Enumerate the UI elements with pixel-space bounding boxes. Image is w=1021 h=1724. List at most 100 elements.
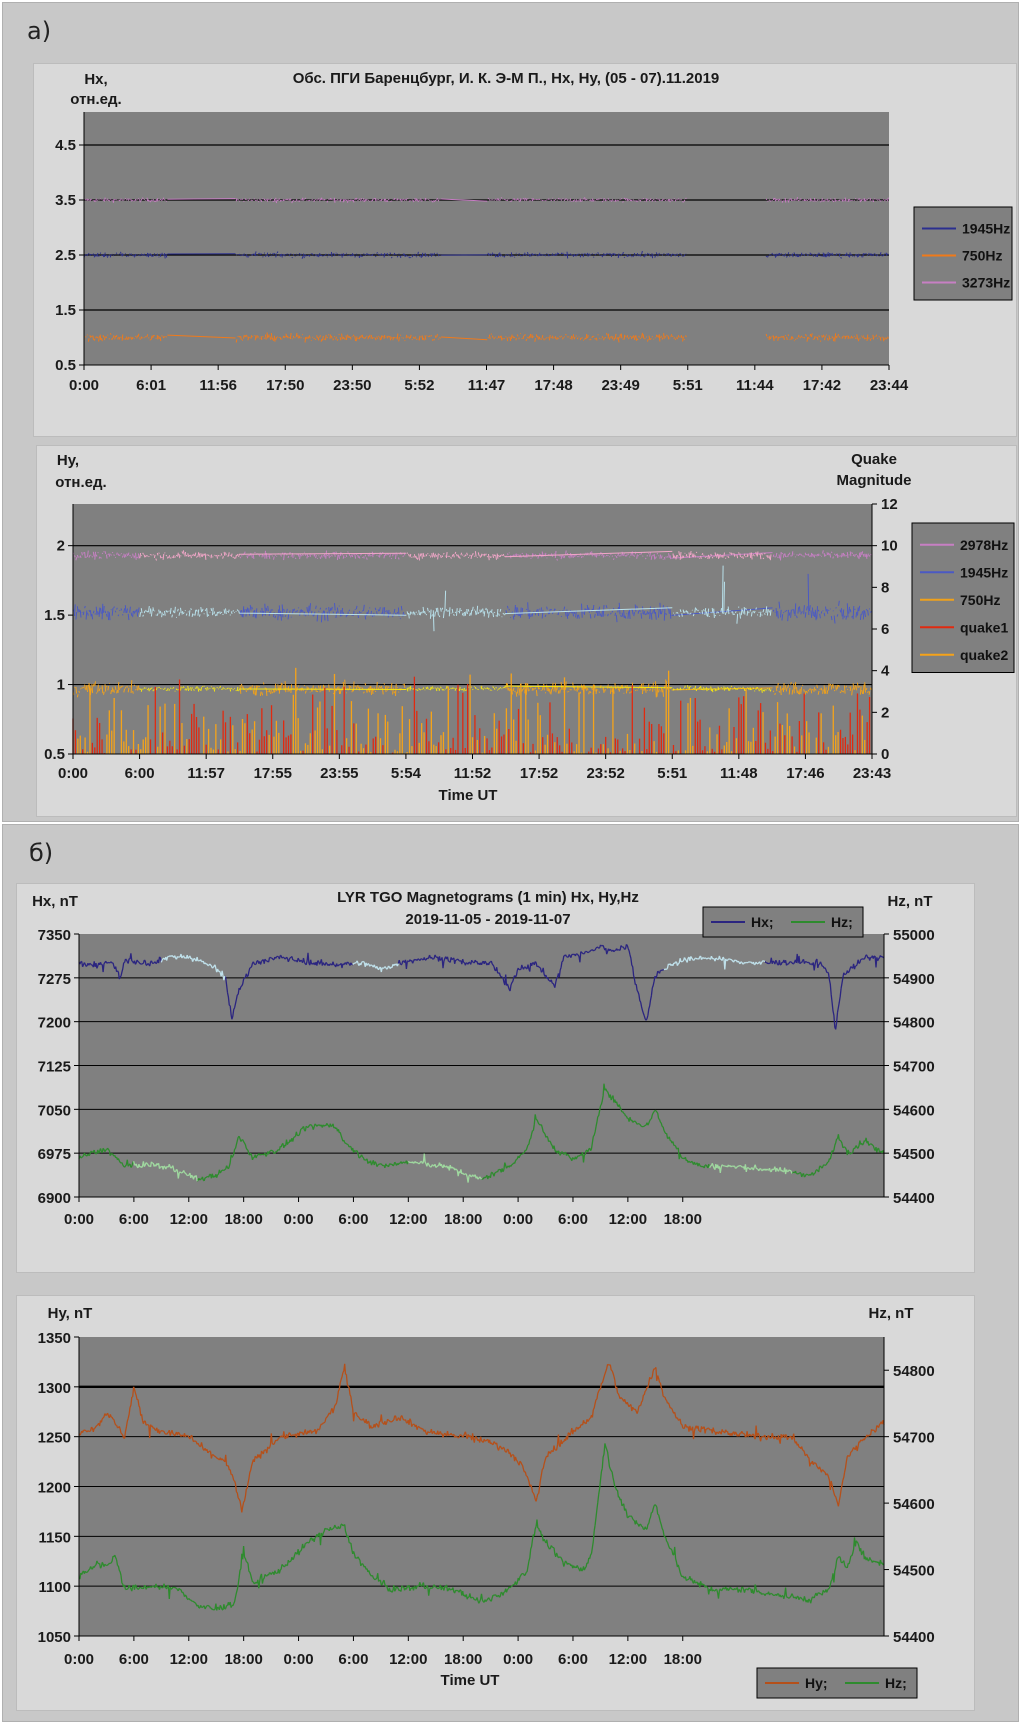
legend-box: [911, 522, 1015, 673]
x-tick-label: 11:52: [454, 765, 492, 782]
y2-tick-label: 54400: [893, 1190, 935, 1207]
legend-box: [913, 206, 1013, 301]
y-tick-label: 4.5: [55, 137, 76, 154]
y-tick-label: 1: [57, 677, 65, 694]
y2-axis-label: Hz, nT: [869, 1305, 914, 1322]
x-axis-label: Time UT: [439, 787, 498, 804]
x-tick-label: 11:57: [187, 765, 225, 782]
series-Hz-alt: [132, 1153, 793, 1183]
series-Hz: [78, 1083, 885, 1183]
x-tick-label: 18:00: [664, 1211, 702, 1228]
x-tick-label: 11:47: [468, 377, 506, 394]
x-tick-label: 17:52: [520, 765, 558, 782]
x-tick-label: 18:00: [664, 1651, 702, 1668]
x-tick-label: 6:00: [558, 1651, 588, 1668]
x-tick-label: 0:00: [58, 765, 88, 782]
x-tick-label: 0:00: [503, 1211, 533, 1228]
y-tick-label: 2: [57, 538, 65, 555]
y-tick-label: 1150: [38, 1529, 71, 1546]
y-axis-label: Hy, nT: [48, 1305, 93, 1322]
y-tick-label: 1100: [38, 1579, 71, 1596]
y2-tick-label: 12: [881, 496, 898, 513]
chart-c3: 6900 6975 7050 7125 7200 7275 7350 54400 54500 54…: [32, 889, 935, 1228]
x-tick-label: 23:44: [870, 377, 909, 394]
x-tick-label: 17:42: [803, 377, 841, 394]
y-tick-label: 1050: [38, 1629, 71, 1646]
y2-tick-label: 6: [881, 621, 889, 638]
chart-panel-c3: 6900 6975 7050 7125 7200 7275 7350 54400 54500 54…: [16, 883, 975, 1273]
x-tick-label: 23:55: [320, 765, 358, 782]
x-tick-label: 23:49: [601, 377, 639, 394]
y2-axis-label: Quake: [851, 451, 897, 468]
x-tick-label: 23:50: [333, 377, 371, 394]
quake-bars: [72, 667, 871, 754]
x-tick-label: 5:51: [657, 765, 687, 782]
series-750Hz: [72, 679, 872, 698]
legend-label: Hz;: [831, 914, 853, 930]
x-tick-label: 6:00: [119, 1651, 149, 1668]
y2-tick-label: 54700: [893, 1430, 935, 1447]
x-tick-label: 5:52: [404, 377, 434, 394]
chart-panel-c4: 1050 1100 1150 1200 1250 1300 1350 54400 54500 54…: [16, 1295, 975, 1711]
legend-label: 3273Hz: [962, 275, 1010, 291]
y-tick-label: 7125: [38, 1059, 71, 1076]
chart-panel-c1: 0.5 1.5 2.5 3.5 4.5 0:00 6:01 11:56 17:50 23:50 5:…: [33, 63, 1017, 437]
x-tick-label: 17:46: [786, 765, 824, 782]
y2-tick-label: 54500: [893, 1563, 935, 1580]
x-tick-label: 0:00: [69, 377, 99, 394]
x-tick-label: 6:00: [338, 1651, 368, 1668]
x-tick-label: 18:00: [444, 1651, 482, 1668]
x-tick-label: 0:00: [284, 1211, 314, 1228]
chart-c4: 1050 1100 1150 1200 1250 1300 1350 54400 54500 54…: [38, 1305, 935, 1699]
y-tick-label: 1.5: [55, 302, 76, 319]
y2-tick-label: 54600: [893, 1102, 935, 1119]
x-tick-label: 6:00: [119, 1211, 149, 1228]
legend-label: 750Hz: [962, 248, 1002, 264]
legend: Hx; Hz;: [702, 906, 864, 938]
legend-label: Hy;: [805, 1675, 828, 1691]
y-axis-label: Hy,: [57, 452, 79, 469]
y-tick-label: 1300: [38, 1380, 71, 1397]
series-750Hz-active: [139, 685, 772, 693]
y-axis-label: Hx, nT: [32, 893, 78, 910]
y2-axis-label: Hz, nT: [888, 893, 933, 910]
x-tick-label: 18:00: [224, 1651, 262, 1668]
x-tick-label: 12:00: [609, 1211, 647, 1228]
legend-label: 2978Hz: [960, 537, 1008, 553]
y2-tick-label: 54900: [893, 971, 935, 988]
legend-label: 1945Hz: [960, 564, 1008, 580]
y2-tick-label: 0: [881, 746, 889, 763]
y2-tick-label: 54600: [893, 1496, 935, 1513]
y2-tick-label: 54800: [893, 1015, 935, 1032]
y-axis-label: отн.ед.: [55, 474, 106, 491]
y2-tick-label: 2: [881, 704, 889, 721]
x-tick-label: 17:55: [254, 765, 292, 782]
y2-tick-label: 54400: [893, 1629, 935, 1646]
y-axis-label: Hx,: [84, 71, 107, 88]
chart-c2: 0.5 1 1.5 2 0:00 6:00 11:57 17:55 23:55 5:54 11:52…: [44, 451, 1015, 804]
plot-area: [73, 504, 872, 754]
section-a: а) 0.5 1.5 2.5 3.5 4.5 0:00 6:01 11:56 17:50 23:5…: [2, 2, 1019, 822]
legend-label: 1945Hz: [962, 221, 1010, 237]
legend: 1945Hz 750Hz 3273Hz: [913, 206, 1013, 301]
x-tick-label: 0:00: [64, 1651, 94, 1668]
series-Hx: [78, 943, 885, 1030]
x-tick-label: 11:56: [199, 377, 237, 394]
x-tick-label: 23:52: [586, 765, 624, 782]
y-tick-label: 7200: [38, 1015, 71, 1032]
y2-tick-label: 8: [881, 579, 889, 596]
y-tick-label: 0.5: [44, 746, 65, 763]
y-tick-label: 1200: [38, 1480, 71, 1497]
y-tick-label: 1350: [38, 1330, 71, 1347]
series-2978Hz-active: [139, 550, 772, 561]
y-tick-label: 3.5: [55, 192, 76, 209]
y2-tick-label: 4: [881, 663, 890, 680]
x-tick-label: 6:00: [125, 765, 155, 782]
x-tick-label: 23:43: [853, 765, 891, 782]
x-tick-label: 6:00: [338, 1211, 368, 1228]
legend-label: Hx;: [751, 914, 774, 930]
chart-title: Обс. ПГИ Баренцбург, И. К. Э-М П., Hx, H…: [293, 70, 720, 87]
series-1945Hz-active: [139, 565, 772, 632]
chart-title: LYR TGO Magnetograms (1 min) Hx, Hy,Hz: [337, 889, 639, 906]
x-tick-label: 6:01: [136, 377, 166, 394]
